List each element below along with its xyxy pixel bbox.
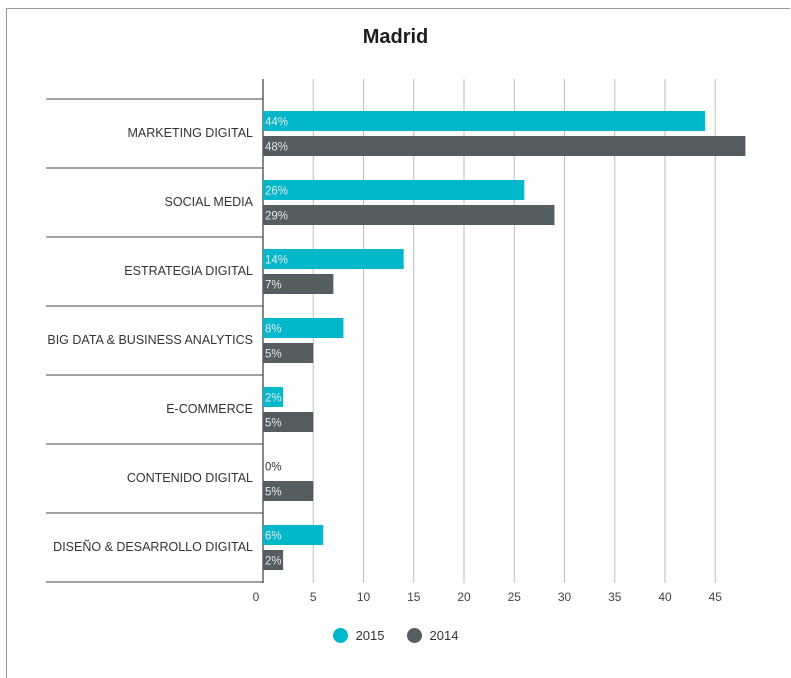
x-tick-label: 30: [558, 590, 572, 604]
bar-2014: [263, 136, 746, 156]
bar-2015: [263, 318, 344, 338]
bar-2014: [263, 274, 334, 294]
x-tick-label: 45: [709, 590, 723, 604]
data-label-2014: 2%: [265, 556, 282, 568]
x-tick-label: 25: [508, 590, 522, 604]
data-label-2014: 48%: [265, 142, 288, 154]
data-label-2014: 7%: [265, 280, 282, 292]
x-tick-label: 35: [608, 590, 622, 604]
data-label-2015: 2%: [265, 393, 282, 405]
x-tick-label: 20: [457, 590, 471, 604]
x-tick-label: 10: [357, 590, 371, 604]
data-label-2015: 0%: [265, 462, 282, 474]
bar-2015: [263, 525, 324, 545]
category-label: DISEÑO & DESARROLLO DIGITAL: [53, 540, 253, 554]
chart-plot: 0 5 10 15 20 25 30 35 40 45 MARKETING DIGITAL 44% 48…: [46, 79, 746, 604]
chart-title: Madrid: [362, 26, 429, 48]
chart-frame: [6, 8, 790, 678]
data-label-2015: 26%: [265, 186, 288, 198]
legend-swatch-2014: [406, 628, 422, 643]
data-label-2014: 5%: [265, 418, 282, 430]
x-tick-label: 0: [253, 590, 260, 604]
category-label: CONTENIDO DIGITAL: [127, 471, 253, 485]
bar-2014: [263, 343, 314, 363]
bar-2014: [263, 481, 314, 501]
data-label-2014: 5%: [265, 349, 282, 361]
legend: 2015 2014: [0, 628, 791, 643]
category-label: MARKETING DIGITAL: [128, 126, 254, 140]
bar-2015: [263, 249, 404, 269]
bar-2015: [263, 180, 525, 200]
bar-2015: [263, 387, 284, 407]
category-label: E-COMMERCE: [166, 402, 253, 416]
data-label-2014: 29%: [265, 211, 288, 223]
legend-item-2015: 2015: [332, 628, 385, 643]
legend-label-2015: 2015: [355, 628, 385, 643]
category-label: SOCIAL MEDIA: [165, 195, 254, 209]
data-label-2014: 5%: [265, 487, 282, 499]
data-label-2015: 14%: [265, 255, 288, 267]
bar-2014: [263, 412, 314, 432]
bar-2014: [263, 205, 555, 225]
bar-2014: [263, 550, 284, 570]
data-label-2015: 8%: [265, 324, 282, 336]
data-label-2015: 44%: [265, 117, 288, 129]
legend-item-2014: 2014: [406, 628, 459, 643]
x-tick-label: 5: [310, 590, 317, 604]
data-label-2015: 6%: [265, 531, 282, 543]
x-tick-label: 40: [658, 590, 672, 604]
legend-label-2014: 2014: [429, 628, 459, 643]
x-tick-label: 15: [407, 590, 421, 604]
legend-swatch-2015: [332, 628, 348, 643]
category-label: BIG DATA & BUSINESS ANALYTICS: [47, 333, 253, 347]
bar-2015: [263, 111, 706, 131]
category-label: ESTRATEGIA DIGITAL: [124, 264, 253, 278]
